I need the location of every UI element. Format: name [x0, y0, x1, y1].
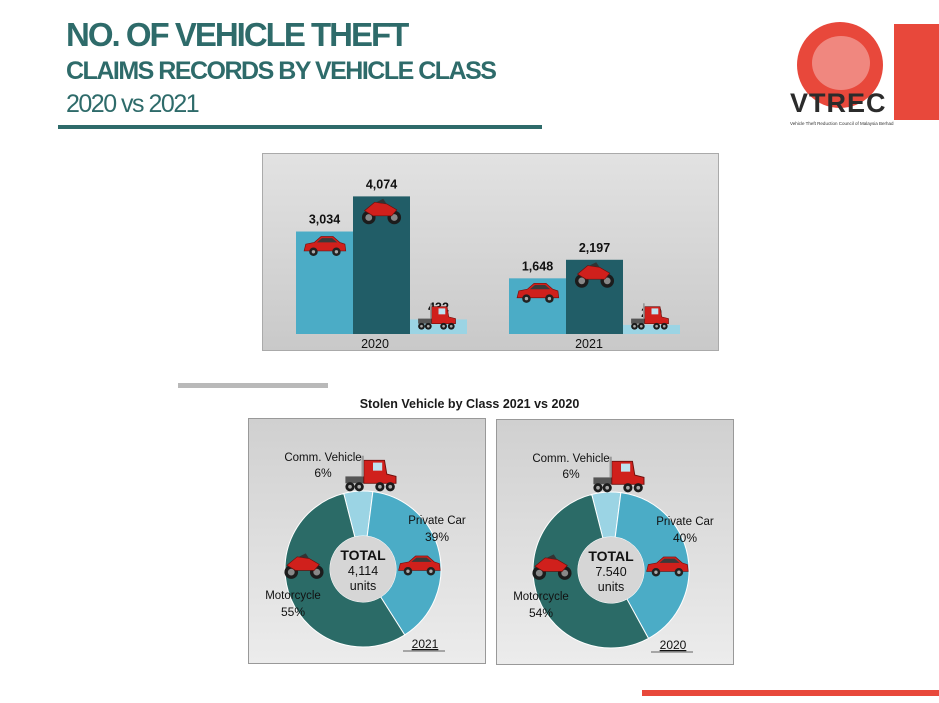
title-underline — [58, 125, 542, 129]
center-value: 7.540 — [595, 565, 626, 579]
page-period: 2020 vs 2021 — [66, 90, 200, 118]
truck-icon — [345, 455, 397, 492]
slice-name-label: Comm. Vehicle — [532, 453, 609, 465]
slice-percent-label: 40% — [673, 531, 697, 545]
truck-icon — [593, 456, 645, 493]
slice-percent-label: 6% — [562, 467, 580, 481]
car-icon — [646, 556, 689, 577]
slice-name-label: Motorcycle — [265, 590, 321, 602]
car-icon — [303, 236, 347, 257]
category-label: 2020 — [361, 337, 389, 350]
pie-section-title: Stolen Vehicle by Class 2021 vs 2020 — [359, 397, 580, 411]
logo-emblem — [797, 22, 883, 108]
slice-percent-label: 55% — [281, 605, 305, 619]
center-unit: units — [598, 580, 624, 594]
center-title: TOTAL — [340, 547, 386, 563]
bar-value-label: 1,648 — [522, 259, 553, 273]
motorcycle-icon — [361, 198, 402, 225]
logo-text: VTREC — [790, 88, 887, 118]
bar-value-label: 4,074 — [366, 177, 397, 191]
year-label: 2021 — [412, 637, 439, 651]
slice-percent-label: 6% — [314, 466, 332, 480]
divider — [178, 383, 328, 388]
center-unit: units — [350, 579, 376, 593]
donut-hole — [578, 537, 644, 603]
bar-value-label: 3,034 — [309, 213, 340, 227]
car-icon — [516, 282, 560, 303]
center-value: 4,114 — [348, 564, 378, 578]
slice-name-label: Motorcycle — [513, 591, 569, 603]
page-subtitle: CLAIMS RECORDS BY VEHICLE CLASS — [66, 57, 497, 85]
footer-accent-bar — [642, 690, 939, 696]
slice-percent-label: 39% — [425, 530, 449, 544]
motorcycle-icon — [284, 553, 324, 579]
bar — [623, 324, 680, 334]
truck-icon — [418, 303, 456, 330]
logo-subtitle: Vehicle Theft Reduction Council of Malay… — [790, 121, 894, 126]
pie-panel-2021: TOTAL 4,114 units Comm. Vehicle 6% Private Ca… — [248, 418, 486, 664]
slice-name-label: Comm. Vehicle — [284, 452, 361, 464]
slice-name-label: Private Car — [656, 516, 714, 528]
logo-accent-bar — [894, 24, 939, 120]
year-label: 2020 — [660, 638, 687, 652]
motorcycle-icon — [574, 262, 615, 288]
truck-icon — [631, 303, 669, 330]
logo-map-icon — [812, 36, 870, 90]
category-label: 2021 — [575, 337, 603, 350]
bar — [353, 196, 410, 334]
donut-hole — [330, 536, 396, 602]
motorcycle-icon — [532, 554, 572, 580]
center-title: TOTAL — [588, 548, 634, 564]
pie-panel-2020: TOTAL 7.540 units Comm. Vehicle 6% Private Ca… — [496, 419, 734, 665]
page-title: NO. OF VEHICLE THEFT — [66, 16, 409, 53]
slice-percent-label: 54% — [529, 606, 553, 620]
slice-name-label: Private Car — [408, 515, 466, 527]
car-icon — [398, 555, 441, 576]
bar-value-label: 2,197 — [579, 241, 610, 255]
donut-slice — [532, 493, 650, 649]
